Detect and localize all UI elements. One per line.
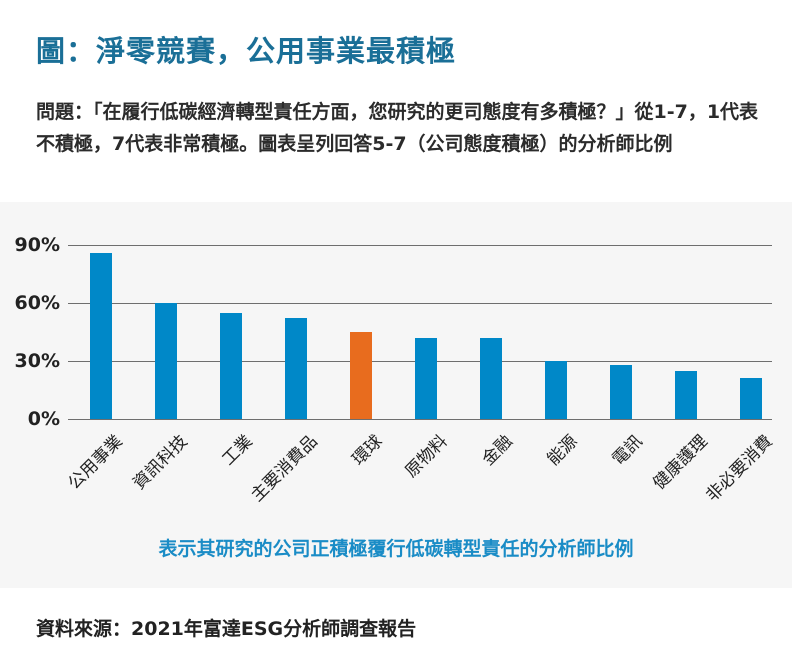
- gridline: [68, 245, 772, 246]
- chart-panel: [0, 202, 792, 588]
- y-tick-label: 0%: [27, 408, 60, 430]
- bar-4: [350, 332, 372, 419]
- survey-question: 問題：「在履行低碳經濟轉型責任方面，您研究的更司態度有多積極？」從1-7，1代表…: [36, 101, 759, 155]
- bar-1: [155, 303, 177, 419]
- y-tick-label: 90%: [14, 234, 60, 256]
- bar-6: [480, 337, 502, 419]
- bar-5: [415, 337, 437, 419]
- chart-caption: 表示其研究的公司正積極覆行低碳轉型責任的分析師比例: [158, 538, 634, 560]
- bar-10: [740, 378, 762, 419]
- gridline: [68, 303, 772, 304]
- bar-9: [675, 370, 697, 419]
- bar-2: [220, 312, 242, 419]
- bar-0: [90, 252, 112, 419]
- y-tick-label: 30%: [14, 350, 60, 372]
- gridline: [68, 419, 772, 420]
- bar-3: [285, 318, 307, 419]
- bar-8: [610, 364, 632, 419]
- source-note: 資料來源：2021年富達ESG分析師調查報告: [36, 618, 417, 640]
- bar-7: [545, 361, 567, 419]
- y-tick-label: 60%: [14, 292, 60, 314]
- chart-title: 圖：淨零競賽，公用事業最積極: [36, 34, 457, 68]
